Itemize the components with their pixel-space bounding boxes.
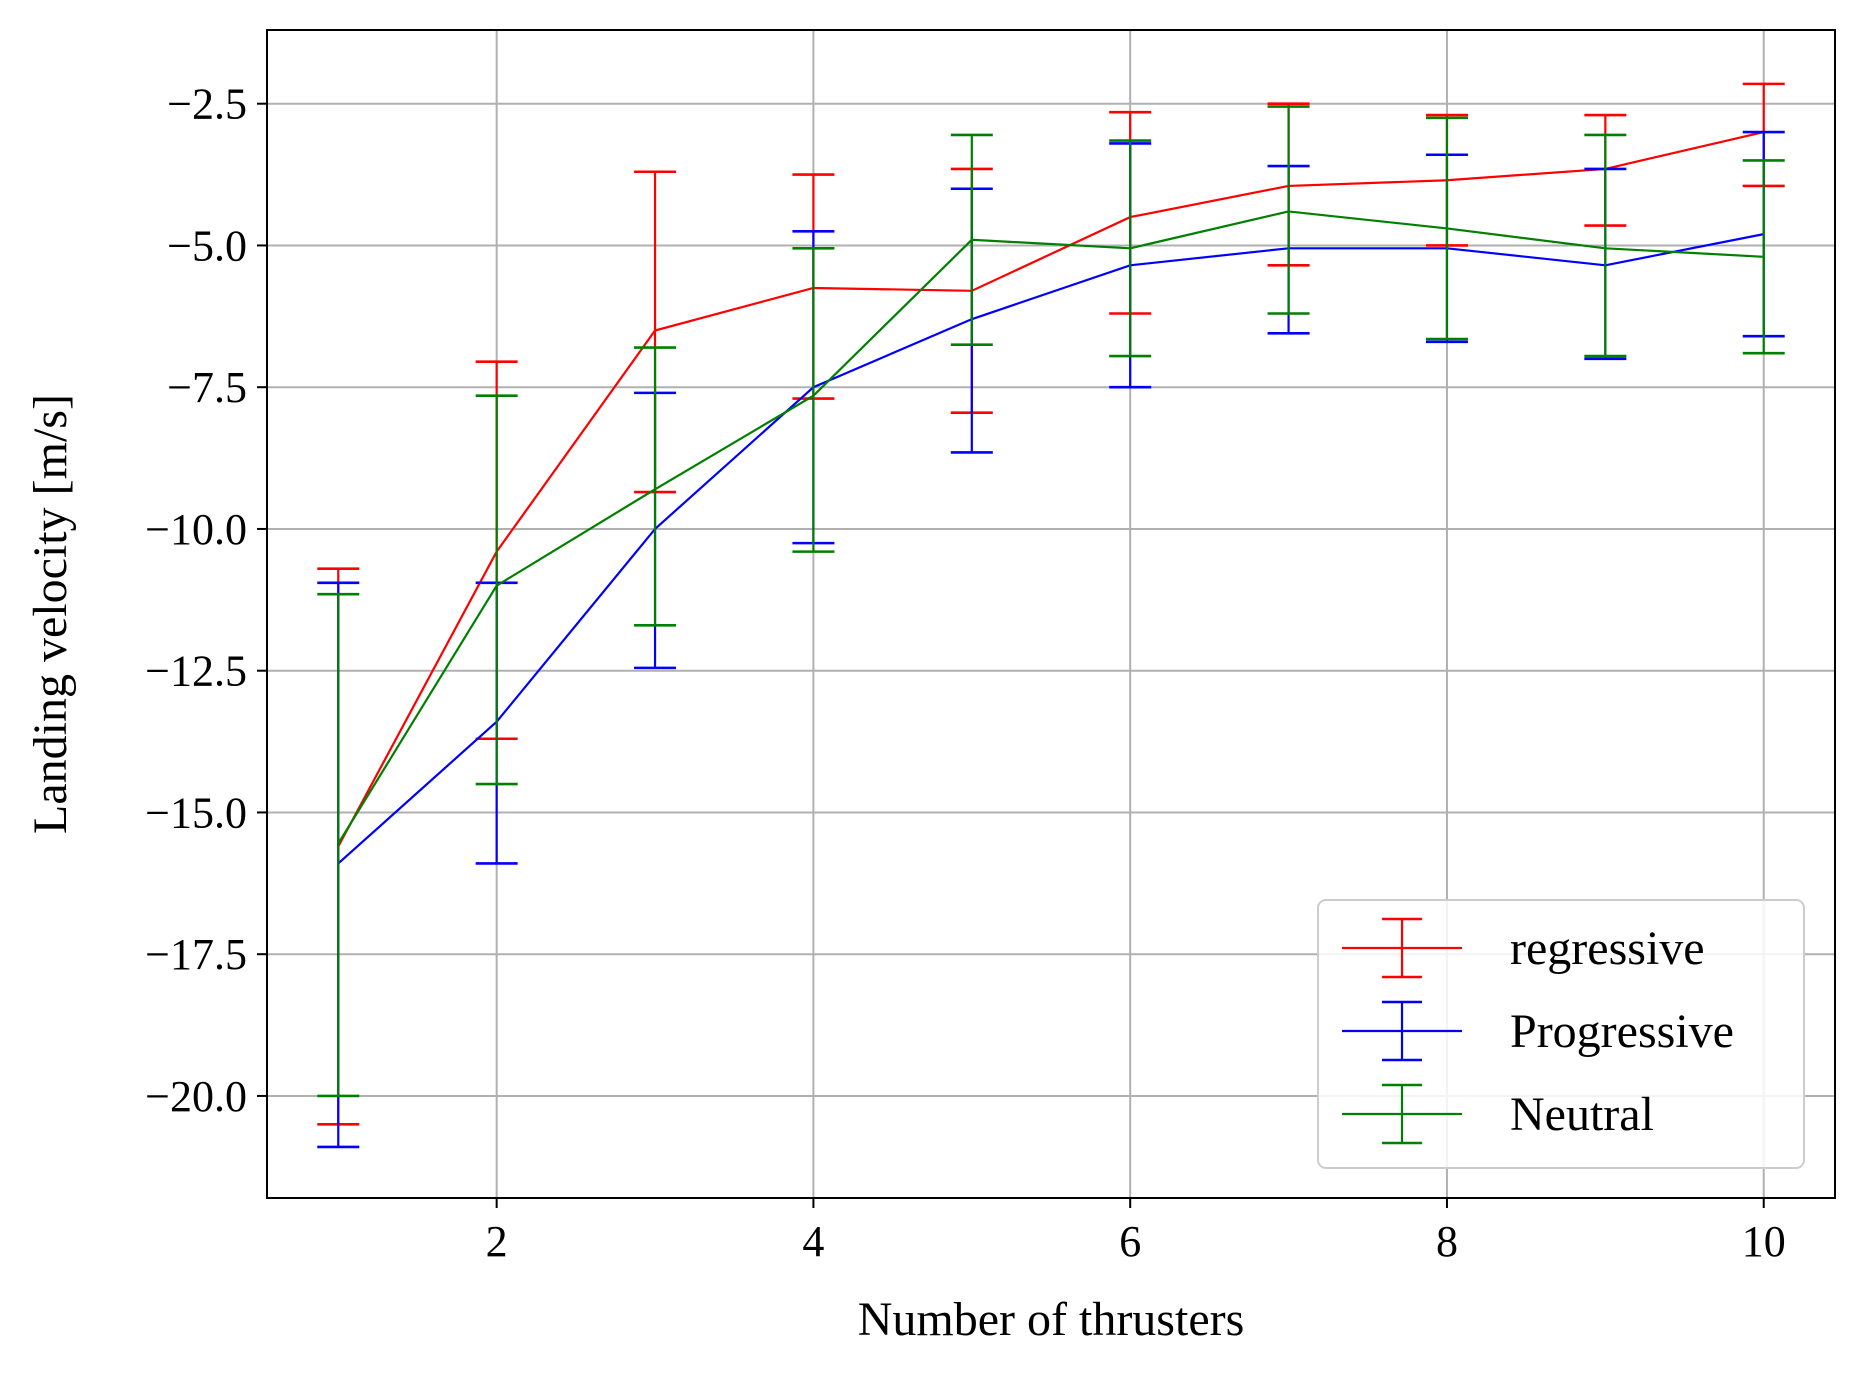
series-layer [317,82,1785,1149]
legend-label: Progressive [1510,1005,1734,1058]
y-tick-label: −17.5 [145,930,247,979]
legend-item: Neutral [1342,1083,1654,1145]
ticks: 2 4 6 8 10 −2.5 −5.0 −7.5 −10.0 −12.5 −15.0 −17.5 −2… [145,80,1786,1266]
y-tick-label: −7.5 [167,363,247,412]
series-line [337,210,1764,845]
y-tick-label: −12.5 [145,647,247,696]
x-tick-label: 4 [802,1217,824,1266]
plot-frame [266,29,1836,1199]
x-tick-label: 10 [1742,1217,1786,1266]
x-tick-label: 6 [1119,1217,1141,1266]
x-axis-label: Number of thrusters [858,1293,1245,1346]
y-tick-label: −20.0 [145,1072,247,1121]
series-neutral [317,105,1785,1098]
legend-box [1317,899,1805,1169]
legend-label: regressive [1510,922,1705,975]
legend-item: Progressive [1342,1000,1734,1062]
y-tick-label: −2.5 [167,80,247,129]
y-axis-label: Landing velocity [m/s] [24,394,77,834]
x-tick-label: 8 [1436,1217,1458,1266]
y-tick-label: −10.0 [145,505,247,554]
x-tick-label: 2 [486,1217,508,1266]
series-line [337,233,1764,865]
y-tick-label: −5.0 [167,221,247,270]
y-tick-label: −15.0 [145,788,247,837]
series-line [337,130,1764,847]
legend-label: Neutral [1510,1088,1654,1141]
legend-item: regressive [1342,917,1705,979]
legend: regressive Progressive Neutral [1317,899,1805,1169]
